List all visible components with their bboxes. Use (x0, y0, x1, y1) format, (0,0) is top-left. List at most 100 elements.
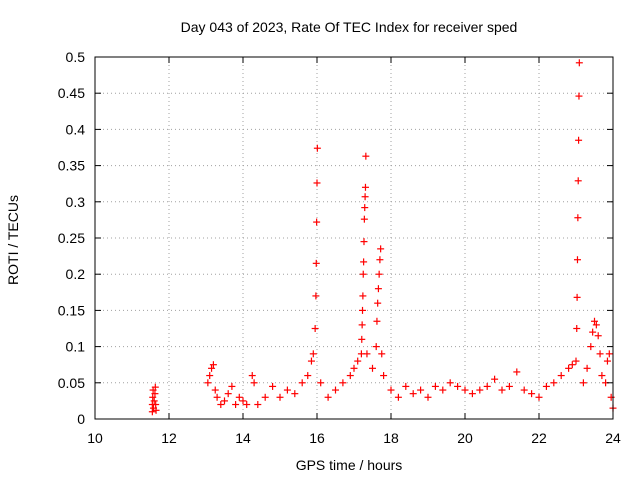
data-point (269, 382, 277, 390)
data-point (573, 293, 581, 301)
data-point (213, 393, 221, 401)
data-point (363, 350, 371, 358)
data-point (204, 379, 212, 387)
data-point (208, 364, 216, 372)
data-point (439, 386, 447, 394)
y-tick-label: 0 (77, 411, 85, 427)
data-point (583, 364, 591, 372)
y-tick-label: 0.45 (58, 85, 85, 101)
data-point (361, 204, 369, 212)
data-point (461, 386, 469, 394)
data-point (217, 401, 225, 409)
data-point (151, 383, 159, 391)
x-tick-label: 22 (531, 430, 547, 446)
x-tick-label: 24 (605, 430, 621, 446)
data-point (424, 393, 432, 401)
data-point (607, 393, 615, 401)
data-point (605, 350, 613, 358)
data-point (572, 357, 580, 365)
data-point (211, 386, 219, 394)
data-point (491, 375, 499, 383)
data-point (598, 372, 606, 380)
data-point (557, 372, 565, 380)
data-point (362, 152, 370, 160)
x-tick-label: 18 (383, 430, 399, 446)
data-point (378, 350, 386, 358)
axis-ticks (94, 56, 614, 420)
data-point (206, 372, 214, 380)
data-point (589, 328, 597, 336)
data-point (565, 364, 573, 372)
data-point (250, 379, 258, 387)
chart-title: Day 043 of 2023, Rate Of TEC Index for r… (181, 19, 518, 35)
data-point (149, 393, 157, 401)
data-point (354, 357, 362, 365)
y-tick-label: 0.3 (66, 194, 86, 210)
data-point (221, 397, 228, 405)
data-point (446, 379, 454, 387)
data-point (542, 382, 550, 390)
data-point (232, 401, 240, 409)
data-point (307, 357, 315, 365)
data-point (283, 386, 291, 394)
data-point (372, 343, 380, 351)
y-tick-label: 0.05 (58, 375, 85, 391)
data-point (339, 379, 347, 387)
data-point (579, 379, 587, 387)
data-point (387, 386, 395, 394)
data-point (374, 285, 382, 293)
data-point (587, 343, 595, 351)
data-point (261, 393, 269, 401)
data-point (358, 321, 366, 329)
data-point (575, 59, 583, 67)
data-point (361, 193, 369, 201)
data-point (361, 183, 369, 191)
data-point (380, 372, 388, 380)
data-point (594, 332, 602, 340)
data-point (148, 408, 156, 416)
data-point (360, 258, 368, 266)
data-point (150, 397, 158, 405)
data-point (498, 386, 506, 394)
data-point (575, 92, 583, 100)
y-tick-label: 0.2 (66, 266, 86, 282)
y-tick-label: 0.35 (58, 158, 85, 174)
data-point (568, 361, 576, 369)
x-axis-label: GPS time / hours (296, 457, 403, 473)
grid (95, 57, 613, 419)
data-point (358, 335, 366, 343)
data-point (375, 270, 383, 278)
data-point (304, 372, 312, 380)
data-point (573, 256, 581, 264)
data-point (291, 390, 299, 398)
data-point (309, 350, 317, 358)
data-point (535, 393, 543, 401)
x-axis-tick-labels: 10 12 14 16 18 20 22 24 (87, 430, 621, 446)
data-point (373, 317, 381, 325)
data-point (276, 393, 284, 401)
data-point (313, 144, 321, 152)
data-point (317, 379, 325, 387)
data-point (409, 390, 417, 398)
data-point (359, 270, 367, 278)
data-point (505, 382, 513, 390)
x-tick-label: 10 (87, 430, 103, 446)
x-tick-label: 14 (235, 430, 251, 446)
data-point (376, 256, 384, 264)
data-point (243, 401, 251, 409)
data-point (468, 390, 476, 398)
data-point (574, 177, 582, 185)
data-point (528, 390, 536, 398)
y-tick-label: 0.25 (58, 230, 85, 246)
data-point (359, 292, 367, 300)
data-point (513, 368, 521, 376)
x-tick-label: 20 (457, 430, 473, 446)
data-point (476, 386, 484, 394)
data-point (224, 390, 232, 398)
data-point (603, 357, 611, 365)
data-points (148, 59, 617, 416)
data-point (592, 321, 600, 329)
data-point (209, 361, 217, 369)
data-point (239, 397, 247, 405)
